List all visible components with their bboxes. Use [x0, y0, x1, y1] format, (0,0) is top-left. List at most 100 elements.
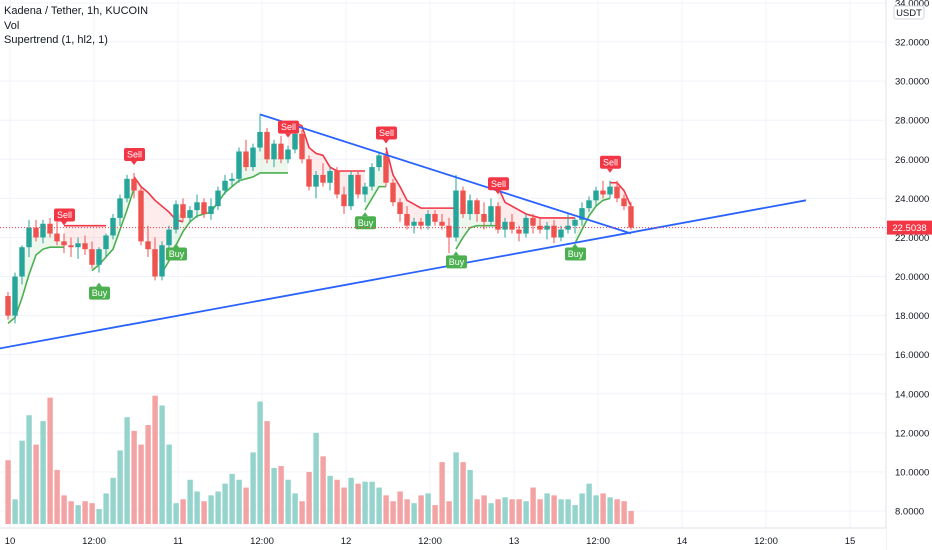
volume-bar	[509, 499, 515, 524]
symbol-title[interactable]: Kadena / Tether, 1h, KUCOIN	[4, 5, 149, 17]
signal-label-bg	[166, 247, 187, 261]
volume-bar	[26, 415, 32, 524]
candle-body	[523, 217, 529, 234]
supertrend-line	[497, 186, 575, 219]
candle-body	[236, 151, 242, 179]
candle-body	[348, 174, 354, 207]
candle-body	[82, 243, 88, 250]
signal-label: Sell	[127, 150, 142, 160]
volume-bar	[285, 479, 291, 524]
signal-label-bg	[600, 155, 621, 169]
price-tick-label: 24.0000	[895, 194, 929, 205]
signal-label-bg	[376, 126, 397, 140]
supertrend-band	[498, 186, 575, 234]
candle-body	[551, 225, 557, 238]
supertrend-line	[364, 185, 386, 211]
candle-body	[390, 182, 396, 203]
candle-body	[278, 143, 284, 160]
candle-body	[369, 167, 375, 187]
time-tick-label: 10	[5, 536, 16, 547]
volume-bar	[313, 432, 319, 524]
price-tick-label: 26.0000	[895, 155, 929, 166]
volume-bar	[103, 493, 109, 524]
candle-body	[201, 202, 207, 214]
candle-body	[600, 190, 606, 195]
supertrend-band	[386, 147, 456, 232]
signal-label-bg	[565, 247, 586, 261]
candle-body	[481, 213, 487, 222]
candle-body	[621, 198, 627, 207]
time-tick-label: 14	[677, 536, 688, 547]
volume-bar	[411, 503, 417, 524]
legend: Kadena / Tether, 1h, KUCOIN Vol Supertre…	[4, 4, 148, 48]
candle-body	[215, 190, 221, 207]
volume-bar	[40, 421, 46, 524]
candle-body	[250, 147, 256, 168]
volume-bar	[243, 487, 249, 524]
volume-bar	[264, 421, 270, 524]
candle-body	[607, 186, 613, 195]
volume-bar	[348, 477, 354, 524]
volume-bar	[222, 483, 228, 524]
candle-body	[131, 178, 137, 191]
volume-bar	[299, 501, 305, 524]
volume-bar	[383, 495, 389, 524]
volume-bar	[607, 497, 613, 524]
sell-signal: Sell	[488, 177, 509, 195]
volume-bar	[117, 450, 123, 524]
candle-body	[117, 198, 123, 218]
candle-body	[313, 174, 319, 187]
candle-body	[243, 151, 249, 168]
price-tick-label: 12.0000	[895, 428, 929, 439]
time-tick-label: 12:00	[754, 536, 778, 547]
candle-body	[411, 221, 417, 226]
trendlines[interactable]	[0, 113, 807, 350]
volume-bars	[5, 395, 634, 524]
candle-body	[89, 249, 95, 265]
volume-bar	[12, 499, 18, 524]
candle-body	[180, 204, 186, 218]
volume-bar	[362, 481, 368, 524]
supertrend-line	[610, 181, 632, 207]
supertrend-band	[134, 176, 183, 263]
candle-body	[439, 221, 445, 226]
candle-body	[509, 221, 515, 230]
price-tick-label: 28.0000	[895, 116, 929, 127]
signal-label: Buy	[92, 288, 108, 298]
supertrend-line	[288, 121, 365, 172]
candle-body	[285, 149, 291, 160]
price-tick-label: 18.0000	[895, 311, 929, 322]
volume-indicator-label[interactable]: Vol	[4, 19, 20, 32]
volume-bar	[460, 462, 466, 524]
signal-pointer	[96, 282, 102, 287]
candle-body	[516, 229, 522, 234]
candle-body	[530, 217, 536, 226]
volume-bar	[180, 499, 186, 524]
candle-body	[75, 243, 81, 248]
sell-signal: Sell	[54, 208, 75, 226]
volume-bar	[89, 503, 95, 524]
buy-signal: Buy	[446, 251, 467, 269]
candle-body	[320, 174, 326, 183]
candle-body	[397, 202, 403, 214]
volume-bar	[558, 499, 564, 524]
supertrend-indicator-label[interactable]: Supertrend (1, hl2, 1)	[4, 34, 108, 46]
volume-bar	[355, 483, 361, 524]
volume-bar	[152, 395, 158, 524]
currency-label: USDT	[896, 8, 922, 19]
descending-resistance-trendline	[259, 113, 632, 235]
volume-bar	[334, 479, 340, 524]
price-tick-label: 20.0000	[895, 272, 929, 283]
signal-pointer	[453, 251, 459, 256]
candle-body	[47, 223, 53, 234]
volume-bar	[453, 452, 459, 524]
price-tick-label: 22.0000	[895, 233, 929, 244]
candle-body	[488, 206, 494, 222]
signals: Sell Buy Sell Buy Sell Buy Sell Buy Sell Buy Sell	[54, 120, 621, 300]
candle-body	[264, 131, 270, 160]
volume-bar	[488, 503, 494, 524]
candle-body	[418, 221, 424, 226]
volume-bar	[425, 493, 431, 524]
candle-body	[271, 143, 277, 160]
